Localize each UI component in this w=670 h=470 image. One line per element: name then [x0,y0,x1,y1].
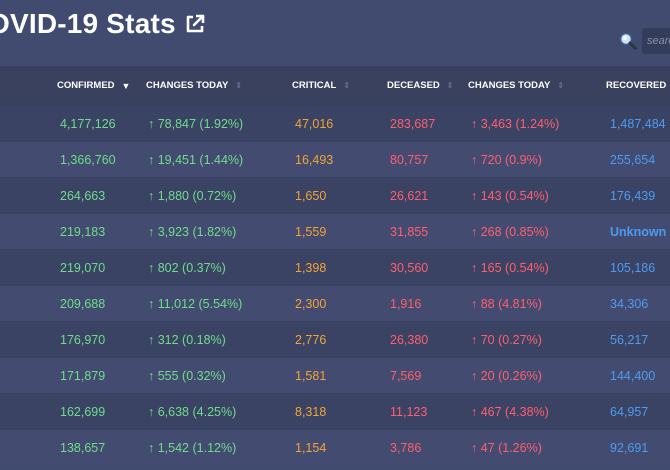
critical-cell: 8,318 [295,405,327,419]
deceased-change-cell: ↑ 268 (0.85%) [471,225,549,239]
confirmed-cell: 176,970 [60,333,106,347]
deceased-change-cell: ↑ 20 (0.26%) [471,369,542,383]
column-header-confirmed[interactable]: CONFIRMED ▼ [57,80,131,91]
sort-icon: ⇕ [446,81,454,90]
confirmed-cell: 138,657 [60,441,106,455]
critical-cell: 1,581 [295,369,327,383]
table-body: 4,177,126 ↑ 78,847 (1.92%) 47,016 283,687 ↑ … [0,105,670,465]
deceased-cell: 80,757 [390,153,429,167]
table-row[interactable]: 219,070 ↑ 802 (0.37%) 1,398 30,560 ↑ 165 (0.… [0,249,670,285]
confirmed-cell: 171,879 [60,369,106,383]
confirmed-change-cell: ↑ 555 (0.32%) [148,369,226,383]
confirmed-change-cell: ↑ 1,542 (1.12%) [148,441,237,455]
deceased-change-cell: ↑ 467 (4.38%) [471,405,549,419]
confirmed-cell: 219,183 [60,225,106,239]
recovered-cell: 56,217 [610,333,649,347]
table-row[interactable]: 4,177,126 ↑ 78,847 (1.92%) 47,016 283,687 ↑ … [0,105,670,141]
table-row[interactable]: 162,699 ↑ 6,638 (4.25%) 8,318 11,123 ↑ 467 (… [0,393,670,429]
sort-desc-icon: ▼ [121,80,131,91]
confirmed-cell: 1,366,760 [60,153,116,167]
table-header: CONFIRMED ▼ CHANGES TODAY ⇕ CRITICAL ⇕ D… [0,66,670,105]
recovered-cell: 176,439 [610,189,656,203]
table-row[interactable]: 171,879 ↑ 555 (0.32%) 1,581 7,569 ↑ 20 (0.26… [0,357,670,393]
deceased-cell: 3,786 [390,441,422,455]
confirmed-cell: 4,177,126 [60,117,116,131]
table-row[interactable]: 219,183 ↑ 3,923 (1.82%) 1,559 31,855 ↑ 268 (… [0,213,670,249]
critical-cell: 2,776 [295,333,327,347]
deceased-cell: 7,569 [390,369,422,383]
confirmed-cell: 264,663 [60,189,106,203]
stats-table: CONFIRMED ▼ CHANGES TODAY ⇕ CRITICAL ⇕ D… [0,66,670,465]
deceased-cell: 26,621 [390,189,429,203]
recovered-cell: Unknown [610,225,667,239]
column-header-changes-today-confirmed[interactable]: CHANGES TODAY ⇕ [146,80,243,91]
external-link-icon[interactable] [184,13,206,35]
deceased-change-cell: ↑ 88 (4.81%) [471,297,542,311]
critical-cell: 16,493 [295,153,334,167]
recovered-cell: 92,691 [610,441,649,455]
confirmed-cell: 209,688 [60,297,106,311]
recovered-cell: 255,654 [610,153,656,167]
deceased-cell: 30,560 [390,261,429,275]
column-header-deceased[interactable]: DECEASED ⇕ [387,80,454,91]
deceased-cell: 31,855 [390,225,429,239]
search-bar [618,28,670,54]
deceased-change-cell: ↑ 720 (0.9%) [471,153,542,167]
deceased-change-cell: ↑ 47 (1.26%) [471,441,542,455]
table-row[interactable]: 176,970 ↑ 312 (0.18%) 2,776 26,380 ↑ 70 (0.2… [0,321,670,357]
deceased-cell: 11,123 [390,405,428,419]
sort-icon: ⇕ [343,81,351,90]
critical-cell: 47,016 [295,117,334,131]
column-header-changes-today-deceased[interactable]: CHANGES TODAY ⇕ [468,80,565,91]
deceased-cell: 26,380 [390,333,429,347]
deceased-change-cell: ↑ 70 (0.27%) [471,333,542,347]
recovered-cell: 34,306 [610,297,649,311]
deceased-cell: 283,687 [390,117,436,131]
deceased-change-cell: ↑ 3,463 (1.24%) [471,117,560,131]
confirmed-cell: 219,070 [60,261,106,275]
confirmed-change-cell: ↑ 3,923 (1.82%) [148,225,237,239]
confirmed-change-cell: ↑ 6,638 (4.25%) [148,405,237,419]
deceased-change-cell: ↑ 143 (0.54%) [471,189,549,203]
critical-cell: 1,559 [295,225,327,239]
deceased-change-cell: ↑ 165 (0.54%) [471,261,549,275]
confirmed-change-cell: ↑ 1,880 (0.72%) [148,189,237,203]
table-row[interactable]: 1,366,760 ↑ 19,451 (1.44%) 16,493 80,757 ↑ 7… [0,141,670,177]
confirmed-cell: 162,699 [60,405,106,419]
confirmed-change-cell: ↑ 312 (0.18%) [148,333,226,347]
recovered-cell: 1,487,484 [610,117,666,131]
confirmed-change-cell: ↑ 802 (0.37%) [148,261,226,275]
table-row[interactable]: 138,657 ↑ 1,542 (1.12%) 1,154 3,786 ↑ 47 (1.… [0,429,670,465]
search-icon [618,31,638,51]
page-title: OVID-19 Stats [0,8,176,39]
column-header-recovered[interactable]: RECOVERED [606,80,667,91]
critical-cell: 1,650 [295,189,327,203]
search-input[interactable] [642,28,670,54]
title-bar: OVID-19 Stats [0,0,206,48]
table-row[interactable]: 209,688 ↑ 11,012 (5.54%) 2,300 1,916 ↑ 88 (4… [0,285,670,321]
critical-cell: 1,154 [295,441,327,455]
table-row[interactable]: 264,663 ↑ 1,880 (0.72%) 1,650 26,621 ↑ 143 (… [0,177,670,213]
recovered-cell: 105,186 [610,261,656,275]
deceased-cell: 1,916 [390,297,422,311]
sort-icon: ⇕ [557,81,565,90]
column-header-critical[interactable]: CRITICAL ⇕ [292,80,351,91]
recovered-cell: 144,400 [610,369,656,383]
sort-icon: ⇕ [235,81,243,90]
critical-cell: 2,300 [295,297,327,311]
recovered-cell: 64,957 [610,405,649,419]
confirmed-change-cell: ↑ 78,847 (1.92%) [148,117,244,131]
confirmed-change-cell: ↑ 11,012 (5.54%) [148,297,243,311]
confirmed-change-cell: ↑ 19,451 (1.44%) [148,153,244,167]
critical-cell: 1,398 [295,261,327,275]
